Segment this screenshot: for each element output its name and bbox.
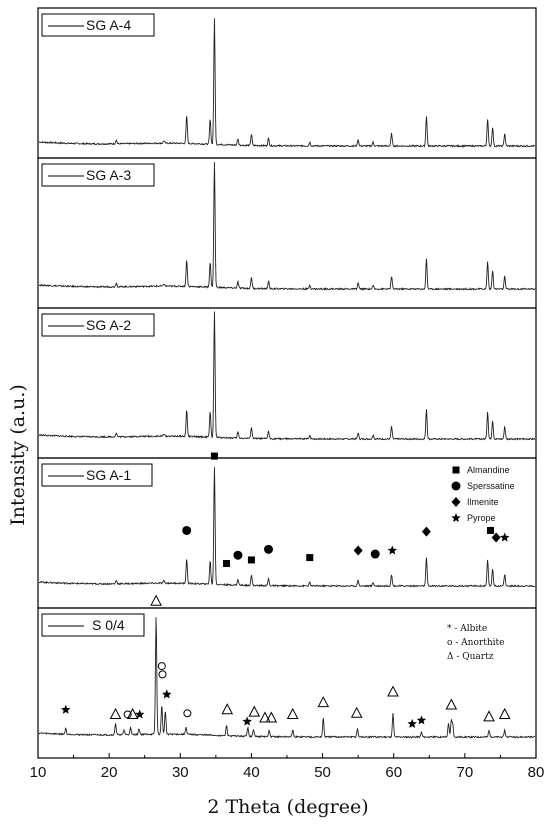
legend-series-name: SG A-3 [86, 167, 131, 183]
phase-marker-square [306, 554, 314, 562]
x-tick-label: 30 [172, 764, 189, 781]
x-tick-label: 70 [457, 764, 474, 781]
legend-box [41, 613, 145, 637]
x-tick-label: 20 [101, 764, 118, 781]
x-tick-label: 60 [385, 764, 402, 781]
phase-legend: Almandine Sperssatine Ilmenite Pyrope [451, 465, 515, 523]
panel-2: SG A-3 [37, 157, 537, 309]
phase-marker-star [499, 532, 510, 542]
phase-marker-triangle [387, 685, 399, 697]
phase-marker-diamond [353, 545, 363, 556]
phase-legend-label: Almandine [467, 465, 510, 475]
phase-marker-star [134, 709, 145, 719]
diffraction-pattern-line [38, 617, 536, 739]
legend-box [41, 313, 155, 337]
phase-legend-label: o - Anorthite [447, 638, 504, 648]
phase-legend-star-icon [451, 513, 461, 523]
phase-marker-triangle [265, 711, 278, 723]
phase-legend-square-icon [452, 466, 460, 474]
phase-marker-triangle [259, 711, 271, 723]
phase-legend-label: Ilmenite [467, 497, 499, 507]
phase-marker-circle [264, 544, 274, 554]
phase-marker-triangle [350, 706, 363, 718]
phase-legend-diamond-icon [451, 497, 461, 507]
phase-marker-circle-open [183, 709, 192, 718]
x-tick-label: 40 [243, 764, 260, 781]
phase-marker-circle-open [158, 670, 167, 679]
phase-marker-circle [182, 525, 192, 535]
diffraction-pattern-line [38, 162, 536, 291]
panel-4: SG A-1 Almandine Sperssatine Ilmenite Pyrope [37, 452, 537, 609]
phase-marker-triangle [126, 707, 139, 719]
phase-marker-triangle [445, 698, 458, 710]
phase-marker-triangle [109, 707, 122, 719]
legend-series-name: S 0/4 [92, 617, 125, 633]
legend-box [41, 463, 153, 487]
phase-legend: * - Albite o - Anorthite Δ - Quartz [447, 624, 504, 662]
x-tick-label: 80 [528, 764, 545, 781]
phase-marker-star [162, 689, 172, 699]
phase-marker-triangle [221, 703, 234, 715]
legend-series-name: SG A-1 [86, 467, 131, 483]
phase-legend-label: Δ - Quartz [447, 652, 494, 662]
phase-marker-circle [370, 549, 380, 559]
phase-legend-label: Pyrope [467, 513, 496, 523]
panels-group: SG A-4 SG A-3 SG A-2 SG A-1 Almandine Sperssa… [37, 7, 537, 759]
x-tick-label: 10 [30, 764, 47, 781]
phase-marker-star [60, 704, 71, 714]
legend-series-name: SG A-4 [86, 17, 131, 33]
phase-marker-star [242, 716, 252, 726]
phase-marker-triangle [498, 707, 511, 719]
phase-marker-square [223, 559, 231, 567]
y-axis-label: Intensity (a.u.) [7, 384, 29, 526]
x-axis-label: 2 Theta (degree) [207, 796, 368, 818]
phase-marker-triangle [150, 594, 162, 606]
panel-1: SG A-4 [37, 7, 537, 159]
diffraction-pattern-line [38, 18, 536, 148]
phase-marker-triangle [317, 696, 330, 708]
x-tick-label: 50 [314, 764, 331, 781]
panel-3: SG A-2 [37, 307, 537, 459]
phase-marker-circle-open [157, 662, 166, 671]
phase-legend-label: Sperssatine [467, 481, 515, 491]
phase-marker-star [407, 718, 417, 728]
phase-marker-triangle [248, 705, 261, 717]
phase-marker-diamond [491, 532, 501, 543]
phase-marker-diamond [421, 526, 431, 537]
phase-marker-triangle [286, 707, 299, 719]
phase-marker-square [486, 526, 494, 534]
diffraction-pattern-line [38, 311, 536, 441]
phase-marker-star [416, 715, 427, 725]
legend-box [41, 13, 155, 37]
legend-box [41, 163, 155, 187]
phase-marker-star [387, 545, 398, 555]
phase-marker-circle [233, 550, 243, 560]
diffraction-pattern-line [38, 467, 536, 588]
legend-series-name: SG A-2 [86, 317, 131, 333]
phase-legend-circle-icon [451, 481, 461, 491]
phase-marker-square [247, 556, 255, 564]
panel-5: S 0/4 * - Albite o - Anorthite Δ - Quartz [37, 594, 537, 759]
phase-legend-label: * - Albite [447, 624, 487, 634]
x-axis: 10 20 30 40 50 60 70 80 [30, 753, 545, 781]
phase-marker-square [210, 452, 218, 460]
phase-marker-triangle [483, 710, 495, 722]
